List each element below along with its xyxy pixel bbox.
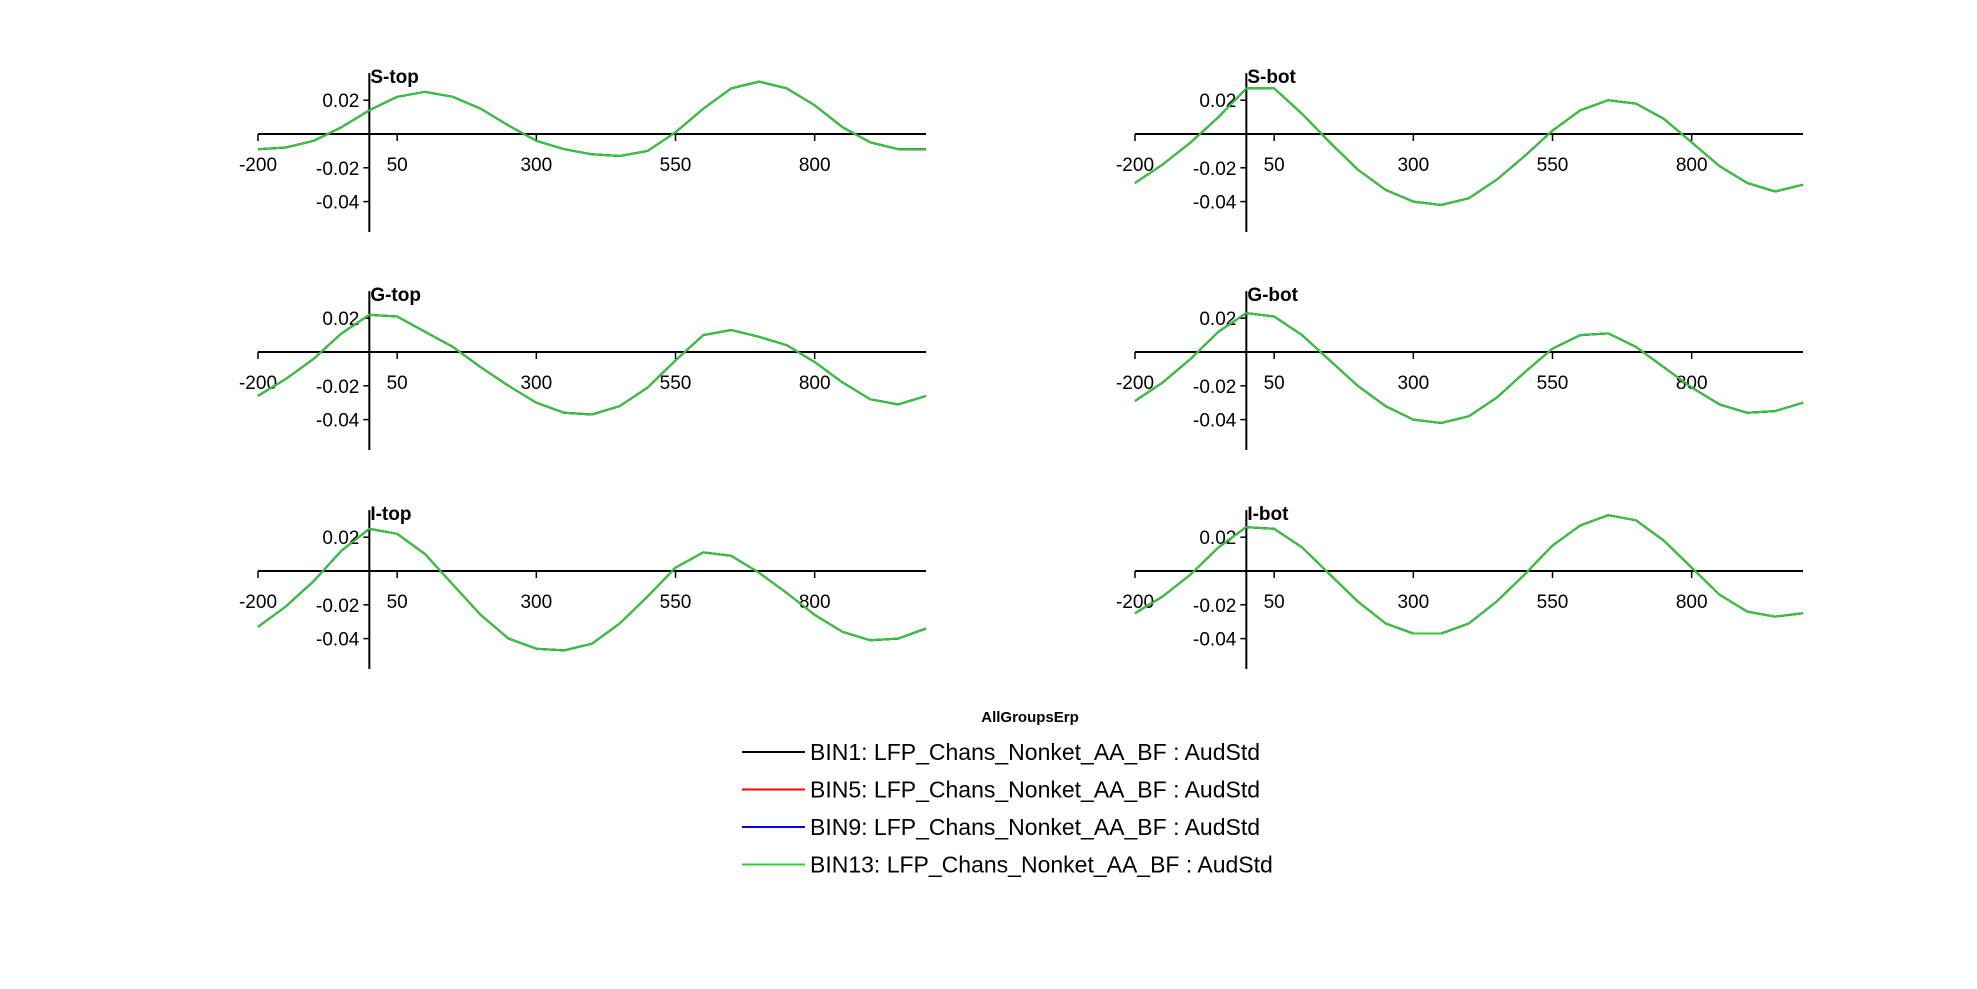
panel-title: I-bot — [1247, 504, 1289, 525]
y-tick-label: 0.02 — [322, 309, 359, 330]
panel-s-top: S-top -200 50 300 550 800 0.02 -0.02 -0.04 — [239, 67, 926, 233]
legend-label: BIN5: LFP_Chans_Nonket_AA_BF : AudStd — [810, 777, 1260, 803]
x-tick-label: 550 — [660, 155, 692, 176]
panel-g-top: G-top -200 50 300 550 800 0.02 -0.02 -0.04 — [239, 285, 927, 451]
x-tick-label: 300 — [1397, 155, 1429, 176]
x-tick-label: -200 — [1116, 155, 1154, 176]
x-tick-label: 300 — [520, 592, 552, 613]
y-tick-label: -0.04 — [316, 630, 360, 651]
y-tick-label: 0.02 — [1199, 528, 1236, 549]
panel-i-bot: I-bot -200 50 300 550 800 0.02 -0.02 -0.04 — [1116, 504, 1804, 670]
x-tick-label: 50 — [387, 155, 408, 176]
y-tick-label: -0.02 — [316, 159, 359, 180]
y-tick-label: -0.02 — [1193, 159, 1236, 180]
x-tick-label: -200 — [239, 592, 277, 613]
y-tick-label: 0.02 — [1199, 309, 1236, 330]
legend-item: BIN13: LFP_Chans_Nonket_AA_BF : AudStd — [742, 852, 1273, 878]
x-tick-label: 800 — [1676, 373, 1708, 394]
y-tick-label: 0.02 — [1199, 91, 1236, 112]
x-tick-label: 550 — [1537, 592, 1569, 613]
series-line-4 — [257, 527, 927, 652]
series-line-4 — [1134, 312, 1804, 424]
legend-label: BIN9: LFP_Chans_Nonket_AA_BF : AudStd — [810, 814, 1260, 840]
legend-title: AllGroupsErp — [981, 709, 1079, 726]
x-tick-label: 550 — [1537, 155, 1569, 176]
legend-label: BIN1: LFP_Chans_Nonket_AA_BF : AudStd — [810, 739, 1260, 765]
panel-title: I-top — [370, 504, 411, 525]
x-tick-label: 550 — [660, 373, 692, 394]
y-tick-label: -0.04 — [1193, 193, 1237, 214]
plot-panels: S-top -200 50 300 550 800 0.02 -0.02 -0.04 S-bot -… — [239, 67, 1804, 670]
legend-item: BIN5: LFP_Chans_Nonket_AA_BF : AudStd — [742, 777, 1260, 803]
x-tick-label: -200 — [239, 155, 277, 176]
x-tick-label: -200 — [1116, 592, 1154, 613]
x-tick-label: 800 — [1676, 592, 1708, 613]
legend: AllGroupsErp BIN1: LFP_Chans_Nonket_AA_B… — [742, 709, 1273, 878]
y-tick-label: -0.04 — [316, 411, 360, 432]
series-line-4 — [1134, 514, 1804, 635]
panel-title: S-top — [370, 67, 419, 88]
panel-g-bot: G-bot -200 50 300 550 800 0.02 -0.02 -0.04 — [1116, 285, 1804, 451]
x-tick-label: 50 — [1264, 155, 1285, 176]
y-tick-label: -0.02 — [316, 377, 359, 398]
x-tick-label: 300 — [520, 155, 552, 176]
panel-s-bot: S-bot -200 50 300 550 800 0.02 -0.02 -0.04 — [1116, 67, 1804, 233]
y-tick-label: 0.02 — [322, 91, 359, 112]
legend-item: BIN9: LFP_Chans_Nonket_AA_BF : AudStd — [742, 814, 1260, 840]
x-tick-label: 300 — [520, 373, 552, 394]
y-tick-label: -0.04 — [316, 193, 360, 214]
x-tick-label: 300 — [1397, 592, 1429, 613]
x-tick-label: 800 — [1676, 155, 1708, 176]
x-tick-label: 50 — [387, 592, 408, 613]
x-tick-label: 550 — [660, 592, 692, 613]
y-tick-label: -0.02 — [1193, 596, 1236, 617]
panel-i-top: I-top -200 50 300 550 800 0.02 -0.02 -0.04 — [239, 504, 927, 670]
x-tick-label: 800 — [799, 373, 831, 394]
x-tick-label: 800 — [799, 592, 831, 613]
x-tick-label: -200 — [239, 373, 277, 394]
series-line-4 — [257, 313, 927, 416]
x-tick-label: -200 — [1116, 373, 1154, 394]
y-tick-label: -0.02 — [316, 596, 359, 617]
y-tick-label: 0.02 — [322, 528, 359, 549]
panel-title: G-bot — [1247, 285, 1298, 306]
series-line-4 — [1134, 87, 1804, 206]
x-tick-label: 300 — [1397, 373, 1429, 394]
y-tick-label: -0.04 — [1193, 411, 1237, 432]
series-line-4 — [257, 80, 926, 157]
x-tick-label: 50 — [1264, 373, 1285, 394]
y-tick-label: -0.02 — [1193, 377, 1236, 398]
legend-label: BIN13: LFP_Chans_Nonket_AA_BF : AudStd — [810, 852, 1273, 878]
legend-item: BIN1: LFP_Chans_Nonket_AA_BF : AudStd — [742, 739, 1260, 765]
x-tick-label: 550 — [1537, 373, 1569, 394]
panel-title: G-top — [370, 285, 421, 306]
x-tick-label: 50 — [1264, 592, 1285, 613]
panel-title: S-bot — [1247, 67, 1296, 88]
x-tick-label: 800 — [799, 155, 831, 176]
y-tick-label: -0.04 — [1193, 630, 1237, 651]
x-tick-label: 50 — [387, 373, 408, 394]
